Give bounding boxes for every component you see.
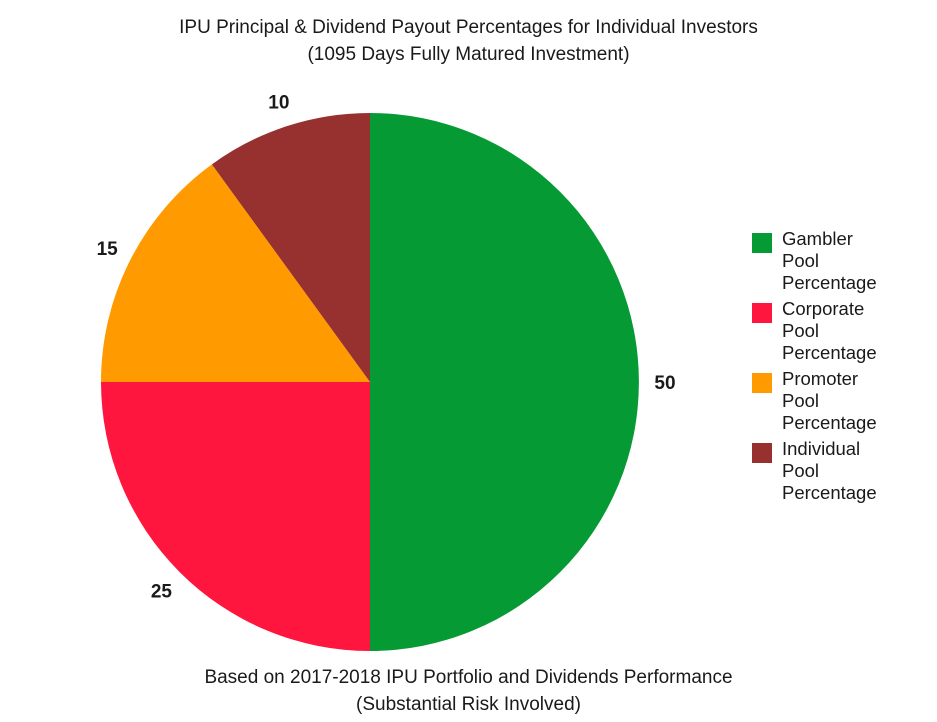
- legend-swatch-individual: [752, 443, 772, 463]
- slice-label-promoter: 15: [97, 239, 119, 260]
- legend-label-gambler: Gambler Pool Percentage: [782, 228, 877, 293]
- legend-swatch-corporate: [752, 303, 772, 323]
- legend-label-individual: Individual Pool Percentage: [782, 438, 877, 503]
- legend-swatch-gambler: [752, 233, 772, 253]
- legend-label-corporate: Corporate Pool Percentage: [782, 298, 877, 363]
- chart-title: IPU Principal & Dividend Payout Percenta…: [0, 14, 937, 68]
- slice-label-individual: 10: [268, 92, 289, 113]
- legend-item-promoter: Promoter Pool Percentage: [752, 368, 932, 438]
- chart-footnote-line-1: Based on 2017-2018 IPU Portfolio and Div…: [204, 667, 733, 688]
- legend-item-gambler: Gambler Pool Percentage: [752, 228, 932, 298]
- slice-label-gambler: 50: [654, 373, 675, 394]
- pie-slice-gambler: [370, 113, 639, 651]
- legend: Gambler Pool Percentage Corporate Pool P…: [752, 228, 932, 508]
- chart-footnote: Based on 2017-2018 IPU Portfolio and Div…: [0, 664, 937, 718]
- chart-footnote-line-2: (Substantial Risk Involved): [356, 694, 581, 715]
- pie-slice-corporate: [101, 382, 370, 651]
- chart-title-line-2: (1095 Days Fully Matured Investment): [307, 44, 630, 65]
- legend-item-corporate: Corporate Pool Percentage: [752, 298, 932, 368]
- legend-swatch-promoter: [752, 373, 772, 393]
- pie-slice-individual: [211, 113, 370, 382]
- legend-label-promoter: Promoter Pool Percentage: [782, 368, 877, 433]
- chart-title-line-1: IPU Principal & Dividend Payout Percenta…: [179, 17, 758, 38]
- slice-label-corporate: 25: [151, 582, 173, 603]
- legend-item-individual: Individual Pool Percentage: [752, 438, 932, 508]
- pie-slice-promoter: [101, 164, 370, 382]
